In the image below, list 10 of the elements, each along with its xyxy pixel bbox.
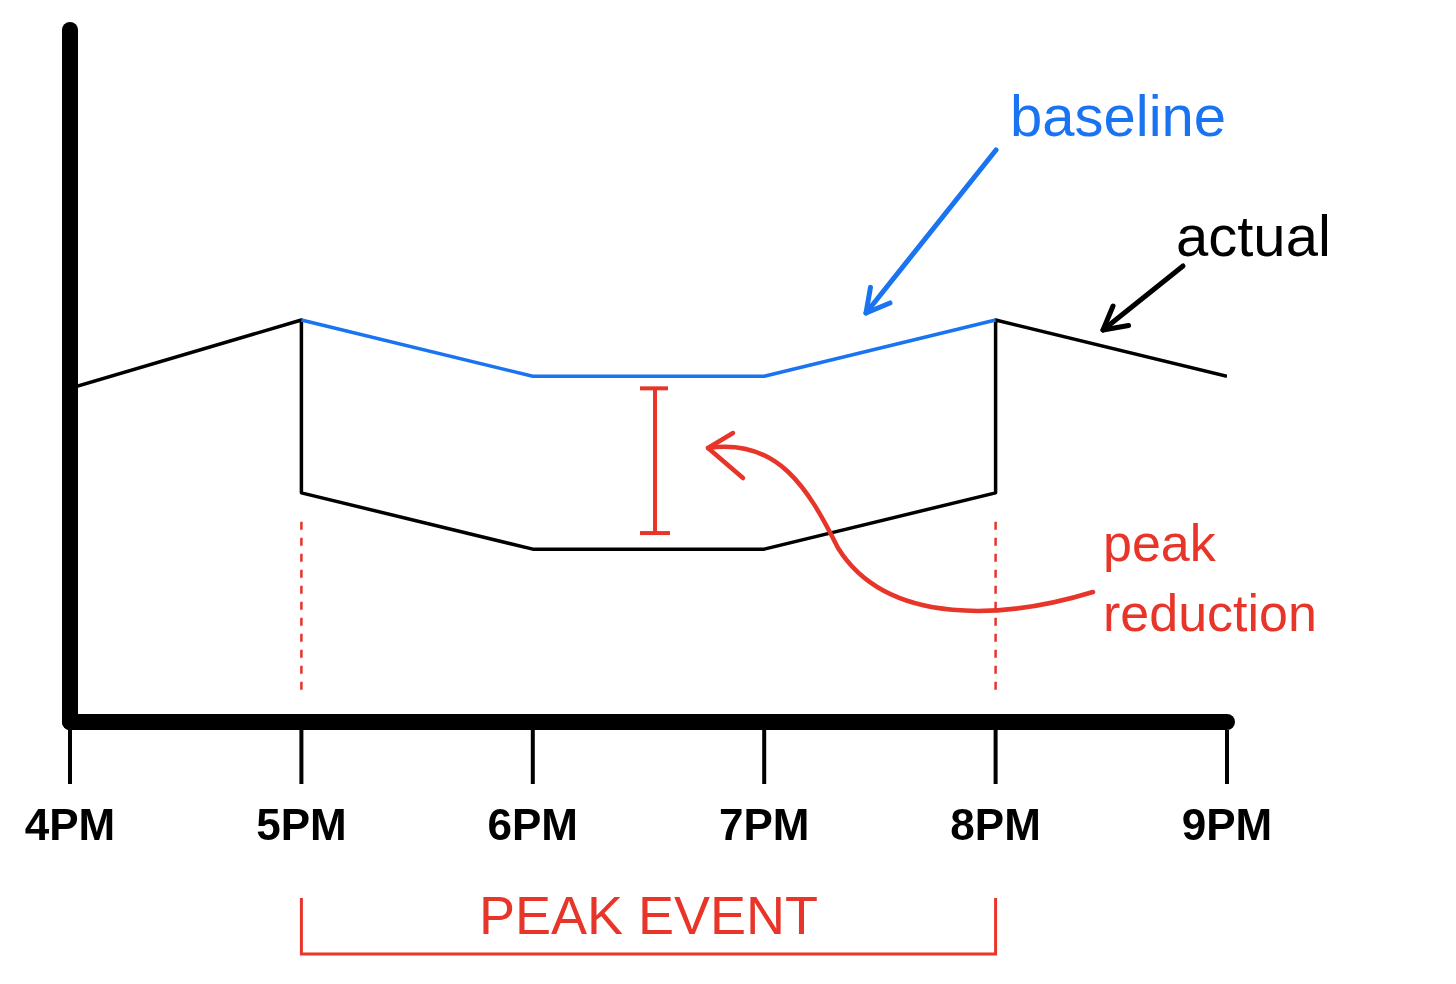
annotation: peak reduction bbox=[1103, 513, 1318, 644]
x-tick-label: 6PM bbox=[487, 800, 579, 849]
x-tick-label: 4PM bbox=[24, 800, 116, 849]
x-tick-label: 5PM bbox=[256, 800, 347, 849]
series-label: actual bbox=[1176, 203, 1331, 268]
x-tick-label: 8PM bbox=[950, 800, 1041, 849]
text: baseline bbox=[1010, 83, 1227, 148]
text: PEAK EVENT bbox=[477, 884, 820, 946]
x-tick-label: 9PM bbox=[1181, 800, 1273, 849]
x-tick-label: 7PM bbox=[718, 800, 810, 849]
